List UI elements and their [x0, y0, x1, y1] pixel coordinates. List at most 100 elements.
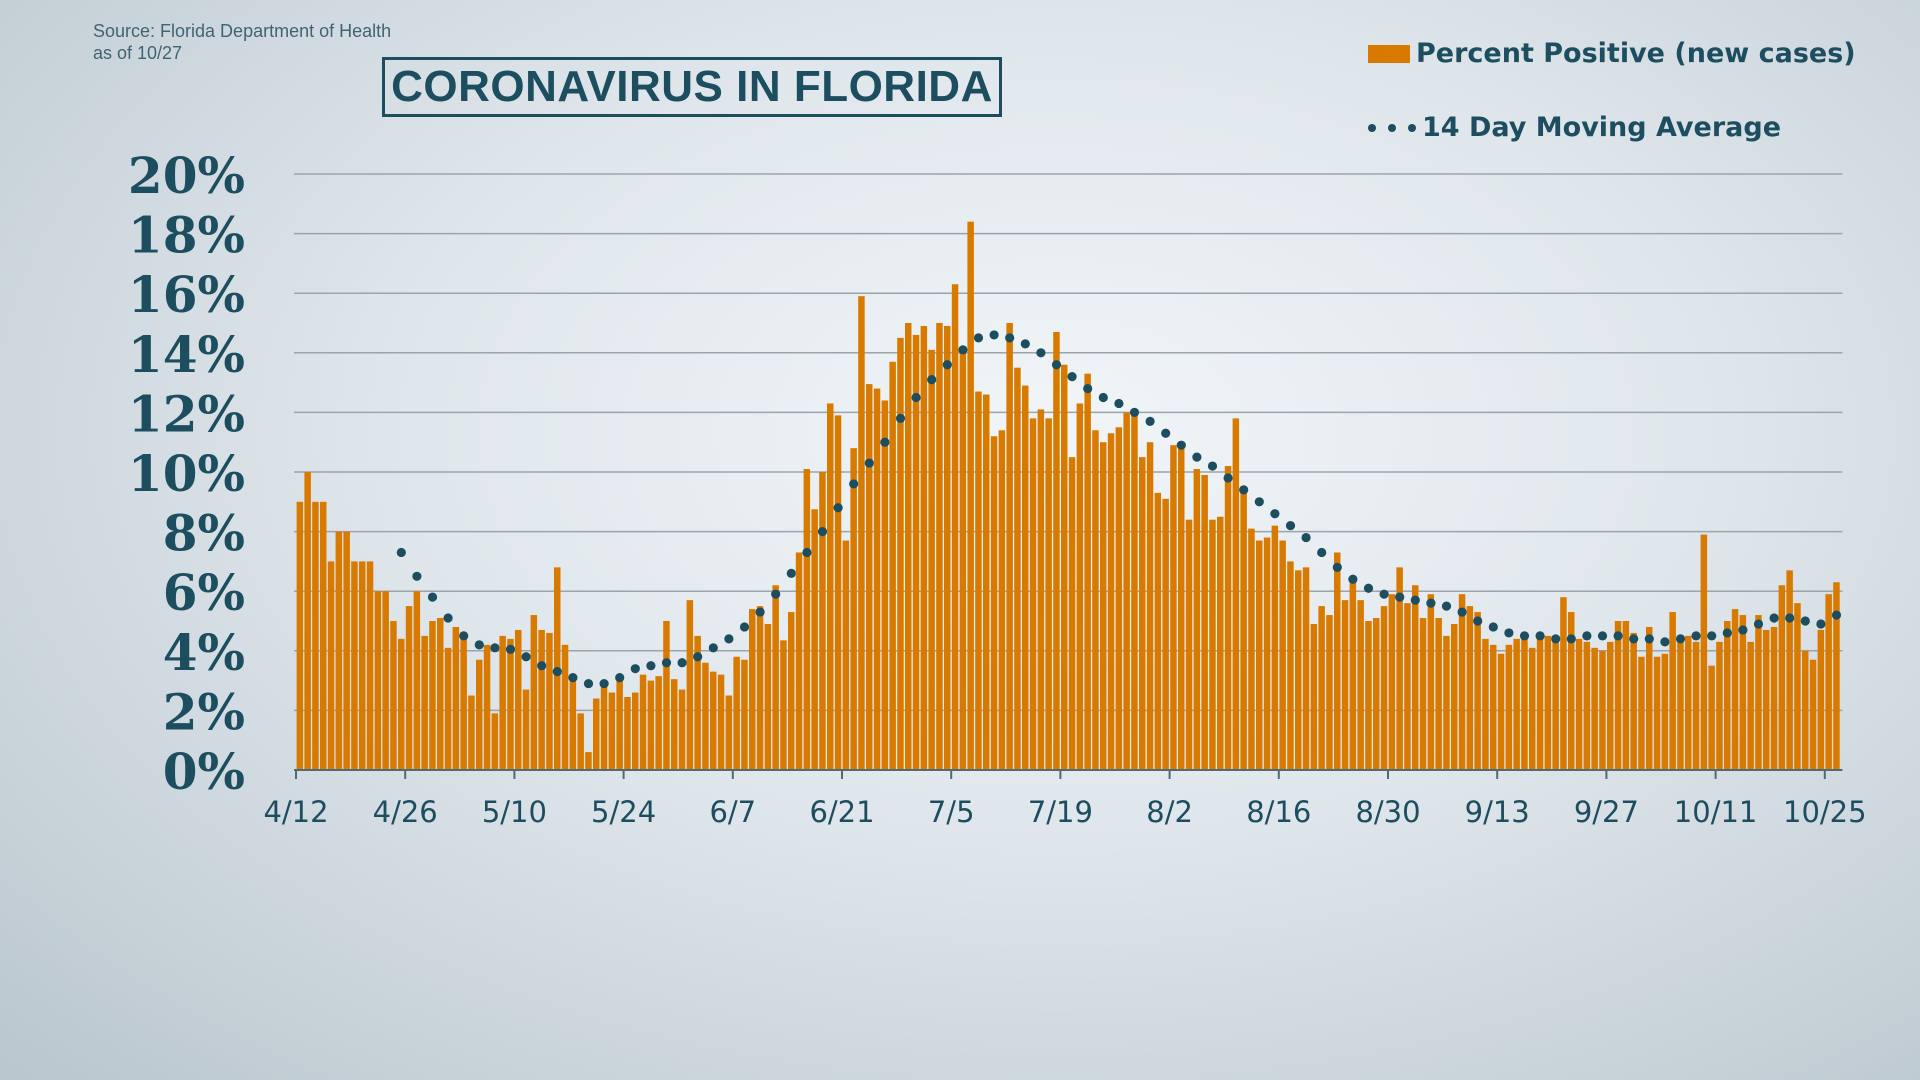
moving-average-point: [1145, 416, 1155, 426]
moving-average-point: [786, 568, 796, 578]
bar: [1544, 635, 1552, 770]
bar: [1170, 445, 1177, 770]
bar: [834, 415, 842, 770]
bar: [1614, 621, 1622, 770]
moving-average-point: [849, 479, 859, 489]
bar: [515, 629, 522, 770]
bar: [850, 448, 857, 770]
moving-average-point: [1722, 628, 1732, 638]
bar: [1217, 516, 1224, 770]
bar: [1591, 647, 1598, 770]
moving-average-point: [1129, 407, 1140, 417]
moving-average-point: [583, 678, 594, 689]
bar: [1700, 534, 1708, 770]
bar: [671, 679, 678, 770]
moving-average-point: [708, 643, 718, 653]
source-note: Source: Florida Department of Health as …: [93, 20, 391, 64]
bar: [951, 284, 959, 770]
legend-item-moving-average: 14 Day Moving Average: [1368, 112, 1781, 143]
bar: [1287, 561, 1294, 770]
bar: [632, 692, 639, 770]
bar: [1458, 594, 1466, 770]
bar: [733, 656, 740, 770]
bar: [1529, 647, 1536, 770]
bar: [1380, 606, 1388, 770]
x-tick-label: 10/25: [1783, 795, 1867, 829]
bar: [468, 695, 475, 770]
moving-average-point: [1831, 610, 1842, 620]
y-tick-label: 18%: [128, 206, 245, 265]
bar: [749, 609, 756, 770]
dotted-line-icon: [1368, 123, 1416, 132]
bar: [1310, 623, 1318, 770]
moving-average-point: [1535, 631, 1545, 641]
bar: [1240, 486, 1247, 770]
bar: [577, 713, 584, 770]
bar: [905, 323, 912, 770]
moving-average-point: [927, 375, 937, 385]
bar: [655, 676, 662, 770]
moving-average-point: [1785, 613, 1795, 623]
moving-average-point: [755, 607, 765, 617]
moving-average-point: [412, 571, 422, 581]
x-tick-label: 5/10: [482, 795, 547, 829]
bar: [678, 689, 686, 770]
bar: [936, 323, 943, 770]
bar: [944, 325, 951, 770]
bar: [1092, 430, 1099, 770]
moving-average-point: [1473, 616, 1483, 626]
x-tick-label: 4/26: [373, 795, 438, 829]
bar: [686, 600, 694, 770]
bar: [1599, 650, 1606, 770]
bar: [725, 695, 733, 770]
bar: [702, 662, 709, 770]
moving-average-point: [568, 673, 578, 683]
bar: [546, 632, 553, 770]
bar: [1490, 644, 1497, 770]
bar: [1341, 600, 1349, 770]
bar: [1014, 367, 1021, 770]
moving-average-point: [1005, 333, 1015, 343]
bar: [639, 674, 647, 770]
bar: [1692, 641, 1700, 770]
bar: [1373, 618, 1380, 770]
moving-average-point: [599, 678, 609, 689]
bar: [1770, 626, 1778, 770]
moving-average-point: [1504, 628, 1514, 638]
bar: [1685, 635, 1692, 770]
moving-average-point: [1816, 619, 1826, 629]
moving-average-point: [505, 644, 516, 654]
bar: [1568, 612, 1575, 770]
moving-average-point: [989, 330, 999, 340]
moving-average-point: [1753, 619, 1764, 629]
moving-average-point: [1114, 398, 1124, 409]
bar: [476, 659, 483, 770]
bar: [1037, 409, 1045, 770]
x-tick-label: 7/19: [1028, 795, 1093, 829]
moving-average-point: [1800, 616, 1810, 626]
moving-average-point: [1769, 613, 1779, 623]
bar: [1560, 597, 1567, 770]
moving-average-point: [443, 613, 453, 623]
bar: [990, 436, 998, 770]
legend-label: 14 Day Moving Average: [1422, 112, 1782, 143]
bar: [483, 644, 491, 770]
bar: [1068, 457, 1076, 770]
moving-average-point: [1629, 634, 1639, 644]
x-tick-label: 6/7: [709, 795, 756, 829]
moving-average-point: [1410, 595, 1420, 605]
moving-average-point: [1036, 348, 1046, 358]
moving-average-point: [1051, 360, 1062, 370]
bar: [1302, 567, 1310, 770]
bar: [335, 531, 343, 770]
bar: [374, 591, 382, 770]
bar: [1263, 537, 1271, 770]
bar: [522, 689, 530, 770]
moving-average-point: [802, 547, 812, 558]
bar: [390, 621, 397, 770]
bar: [304, 472, 311, 770]
moving-average-point: [771, 589, 781, 599]
bar: [1763, 629, 1770, 770]
moving-average-point: [1270, 509, 1280, 519]
bar: [710, 671, 717, 770]
